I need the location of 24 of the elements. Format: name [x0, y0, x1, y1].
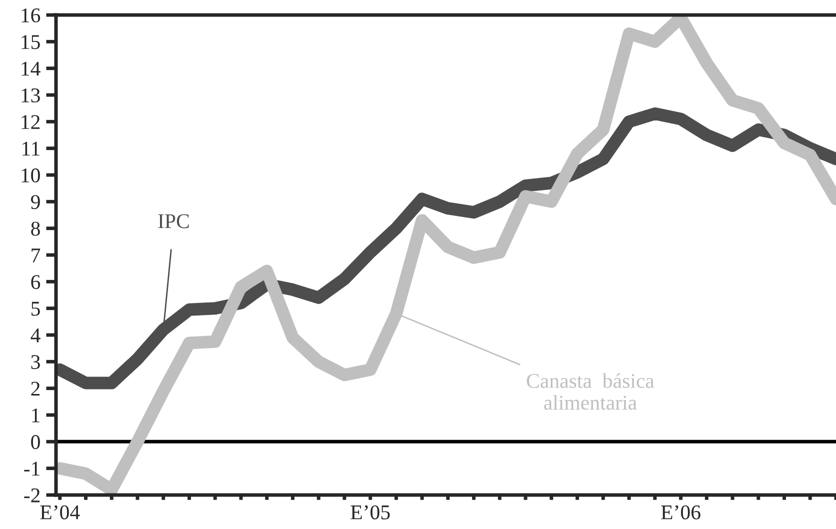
y-tick-label: 4	[30, 328, 40, 342]
y-tick-label: 13	[22, 88, 40, 102]
y-tick-label: -2	[24, 488, 40, 502]
x-tick-label: E’05	[350, 505, 390, 520]
y-tick-label: 5	[32, 302, 40, 316]
x-tick-label: E’04	[40, 505, 80, 520]
y-tick-label: 10	[22, 168, 40, 182]
y-tick-label: 11	[22, 142, 40, 156]
y-tick-label: 14	[22, 62, 40, 76]
y-tick-label: 2	[31, 382, 40, 396]
y-tick-label: 12	[22, 115, 40, 129]
text: IPC	[158, 214, 189, 228]
y-tick-label: 3	[31, 355, 40, 370]
x-tick-label: E’06	[661, 505, 700, 520]
y-tick-label: 6	[31, 275, 40, 290]
y-tick-label: 1	[32, 408, 40, 422]
text: Canasta básica alimentaria	[526, 373, 654, 410]
y-tick-label: 8	[31, 222, 40, 236]
y-tick-label: 0	[31, 435, 40, 450]
y-tick-label: 15	[22, 35, 40, 50]
y-tick-label: 16	[22, 8, 40, 22]
y-tick-label: -1	[24, 462, 40, 476]
y-tick-label: 9	[30, 195, 40, 210]
y-tick-label: 7	[32, 248, 40, 262]
